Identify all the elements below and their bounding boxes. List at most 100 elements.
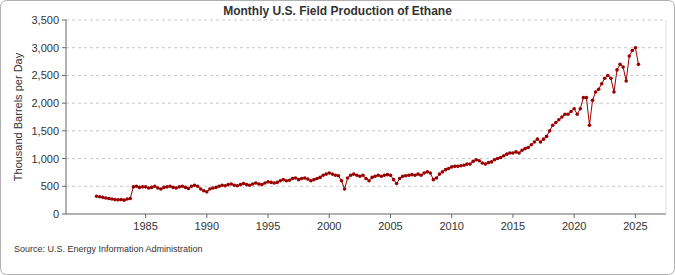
data-point — [177, 185, 181, 189]
data-point — [116, 198, 120, 202]
data-point — [358, 175, 362, 179]
data-point — [324, 172, 328, 176]
data-point — [536, 137, 540, 141]
data-point — [171, 186, 175, 190]
data-point — [523, 147, 527, 151]
data-point — [315, 177, 319, 181]
data-point — [401, 175, 405, 179]
data-point — [585, 96, 589, 100]
grid-line — [66, 75, 666, 76]
data-point — [150, 186, 154, 190]
data-point — [383, 173, 387, 177]
data-point — [187, 187, 191, 191]
data-point — [95, 194, 99, 198]
y-tick-label: 2,500 — [31, 69, 59, 81]
data-point — [493, 158, 497, 162]
data-point — [572, 107, 576, 111]
data-point — [361, 173, 365, 177]
data-point — [398, 177, 402, 181]
data-point — [425, 170, 429, 174]
data-point — [113, 198, 117, 202]
x-tick-label: 2020 — [562, 220, 586, 232]
data-point — [477, 159, 481, 163]
data-point — [220, 183, 224, 187]
data-point — [594, 90, 598, 94]
data-point — [211, 186, 215, 190]
data-point — [416, 172, 420, 176]
data-point — [101, 196, 105, 200]
x-tick-label: 2000 — [317, 220, 341, 232]
grid-line — [66, 130, 666, 131]
x-axis — [66, 214, 666, 215]
data-point — [484, 162, 488, 166]
x-tick — [390, 214, 391, 218]
data-point — [334, 173, 338, 177]
grid-line — [66, 47, 666, 48]
y-tick — [62, 186, 66, 187]
data-point — [615, 68, 619, 72]
data-point — [459, 164, 463, 168]
data-point — [184, 186, 188, 190]
data-point — [612, 90, 616, 94]
data-point — [591, 99, 595, 103]
y-tick-label: 3,500 — [31, 14, 59, 26]
data-point — [327, 171, 331, 175]
data-point — [419, 173, 423, 177]
data-point — [199, 187, 203, 191]
y-tick — [62, 130, 66, 131]
source: Source: U.S. Energy Information Administ… — [14, 244, 203, 254]
data-point — [373, 175, 377, 179]
data-point — [404, 174, 408, 178]
data-point — [303, 176, 307, 180]
data-point — [278, 179, 282, 183]
y-tick — [62, 214, 66, 215]
data-point — [413, 173, 417, 177]
data-point — [450, 165, 454, 169]
data-point — [447, 167, 451, 171]
data-point — [226, 183, 230, 187]
data-point — [174, 186, 178, 190]
data-point — [153, 184, 157, 188]
data-point — [468, 162, 472, 166]
y-axis-label: Thousand Barrels per Day — [12, 52, 24, 181]
data-point — [337, 174, 341, 178]
data-point — [514, 150, 518, 154]
data-point — [422, 171, 426, 175]
data-point — [144, 185, 148, 189]
data-point — [392, 178, 396, 182]
data-point — [557, 118, 561, 122]
y-tick — [62, 20, 66, 21]
data-point — [505, 152, 509, 156]
data-point — [389, 173, 393, 177]
data-point — [575, 112, 579, 116]
data-point — [196, 184, 200, 188]
data-point — [380, 175, 384, 179]
data-point — [634, 46, 638, 50]
data-point — [119, 198, 123, 202]
data-point — [631, 49, 635, 53]
data-point — [352, 172, 356, 176]
data-point — [542, 137, 546, 141]
data-point — [340, 179, 344, 183]
data-point — [217, 184, 221, 188]
data-point — [481, 161, 485, 165]
data-point — [208, 187, 212, 191]
data-point — [248, 183, 252, 187]
data-point — [609, 76, 613, 80]
data-point — [306, 177, 310, 181]
data-point — [367, 179, 371, 183]
data-point — [159, 187, 163, 191]
data-point — [428, 171, 432, 175]
data-point — [545, 135, 549, 139]
data-point — [294, 176, 298, 180]
grid-line — [66, 103, 666, 104]
data-point — [551, 124, 555, 128]
data-point — [138, 186, 142, 190]
data-point — [254, 181, 258, 185]
data-point — [637, 63, 641, 67]
y-tick — [62, 158, 66, 159]
data-point — [285, 179, 289, 183]
data-point — [530, 143, 534, 147]
x-tick — [145, 214, 146, 218]
x-tick — [451, 214, 452, 218]
